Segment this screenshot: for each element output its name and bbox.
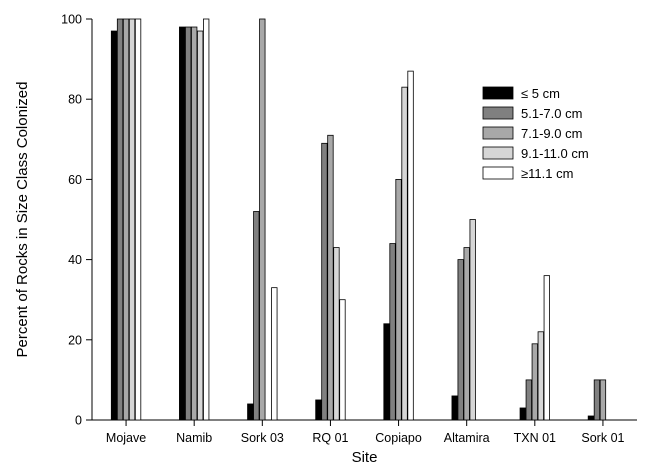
bar (191, 26, 198, 421)
bar (383, 323, 390, 421)
bar (128, 18, 136, 421)
bar (134, 18, 142, 421)
x-tick-label: Copiapo (375, 431, 422, 445)
y-axis-ticks: 0 20 40 60 80 100 (61, 13, 92, 428)
x-axis-ticks: Mojave Namib Sork 03 RQ 01 Copiapo Altamira TX… (106, 420, 625, 445)
bar (253, 211, 260, 421)
legend-swatch (482, 166, 514, 180)
bar (315, 399, 322, 421)
bar (537, 331, 544, 421)
bar (122, 18, 130, 421)
x-tick-label: Sork 03 (241, 431, 284, 445)
legend-label: 7.1-9.0 cm (521, 126, 582, 141)
y-tick-label: 0 (75, 414, 82, 428)
y-tick-label: 80 (68, 93, 82, 107)
bar (333, 247, 340, 421)
x-tick-label: RQ 01 (312, 431, 348, 445)
legend: ≤ 5 cm 5.1-7.0 cm 7.1-9.0 cm 9.1-11.0 cm ≥11… (482, 86, 589, 181)
bar (179, 26, 186, 421)
bar (327, 134, 334, 421)
bar (401, 86, 408, 421)
legend-label: ≥11.1 cm (521, 166, 573, 181)
bar (451, 395, 458, 421)
bar (463, 247, 470, 421)
legend-label: ≤ 5 cm (521, 86, 560, 101)
legend-swatch (482, 146, 514, 160)
x-tick-label: Mojave (106, 431, 146, 445)
x-tick-label: Altamira (444, 431, 490, 445)
bar (469, 219, 476, 421)
bar (116, 18, 124, 421)
y-axis-title: Percent of Rocks in Size Class Colonized (14, 82, 31, 358)
bar (395, 178, 402, 421)
bar (593, 379, 601, 421)
x-tick-label: Sork 01 (581, 431, 624, 445)
x-tick-label: Namib (176, 431, 212, 445)
bar (543, 275, 550, 421)
bars (110, 18, 607, 421)
y-tick-label: 40 (68, 253, 82, 267)
bar (110, 30, 118, 421)
y-tick-label: 60 (68, 173, 82, 187)
bar (389, 243, 396, 421)
bar (203, 18, 210, 421)
bar (197, 30, 204, 421)
bar (321, 142, 328, 421)
bar (247, 403, 254, 421)
bar (599, 379, 607, 421)
bar (185, 26, 192, 421)
y-tick-label: 20 (68, 333, 82, 347)
bar (259, 18, 266, 421)
bar (587, 415, 595, 421)
bar (457, 259, 464, 421)
legend-label: 9.1-11.0 cm (521, 146, 589, 161)
legend-swatch (482, 126, 514, 140)
legend-swatch (482, 106, 514, 120)
bar (339, 299, 346, 421)
y-tick-label: 100 (61, 13, 82, 27)
bar (407, 70, 414, 421)
bar (525, 379, 532, 421)
bar (531, 343, 538, 421)
legend-swatch (482, 86, 514, 100)
x-tick-label: TXN 01 (514, 431, 556, 445)
bar (271, 287, 278, 421)
x-axis-title: Site (352, 449, 378, 466)
bar (519, 407, 526, 421)
legend-label: 5.1-7.0 cm (521, 106, 582, 121)
